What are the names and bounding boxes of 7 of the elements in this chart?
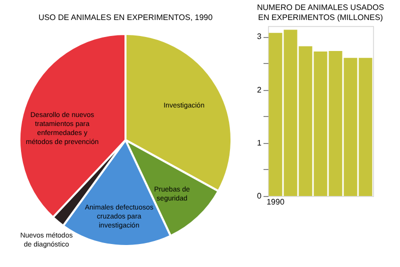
x-tick-label: 1990 <box>266 198 285 206</box>
y-tick-label: 3 <box>257 32 262 42</box>
chart-title: USO DE ANIMALES EN EXPERIMENTOS, 1990 <box>38 13 214 22</box>
y-tick-label: 1 <box>257 138 262 148</box>
y-tick-label: 2 <box>257 85 262 94</box>
y-tick-label: 0 <box>257 192 262 200</box>
chart-title: NUMERO DE ANIMALES USADOS EN EXPERIMENTOS (MILLONES) <box>256 3 384 22</box>
